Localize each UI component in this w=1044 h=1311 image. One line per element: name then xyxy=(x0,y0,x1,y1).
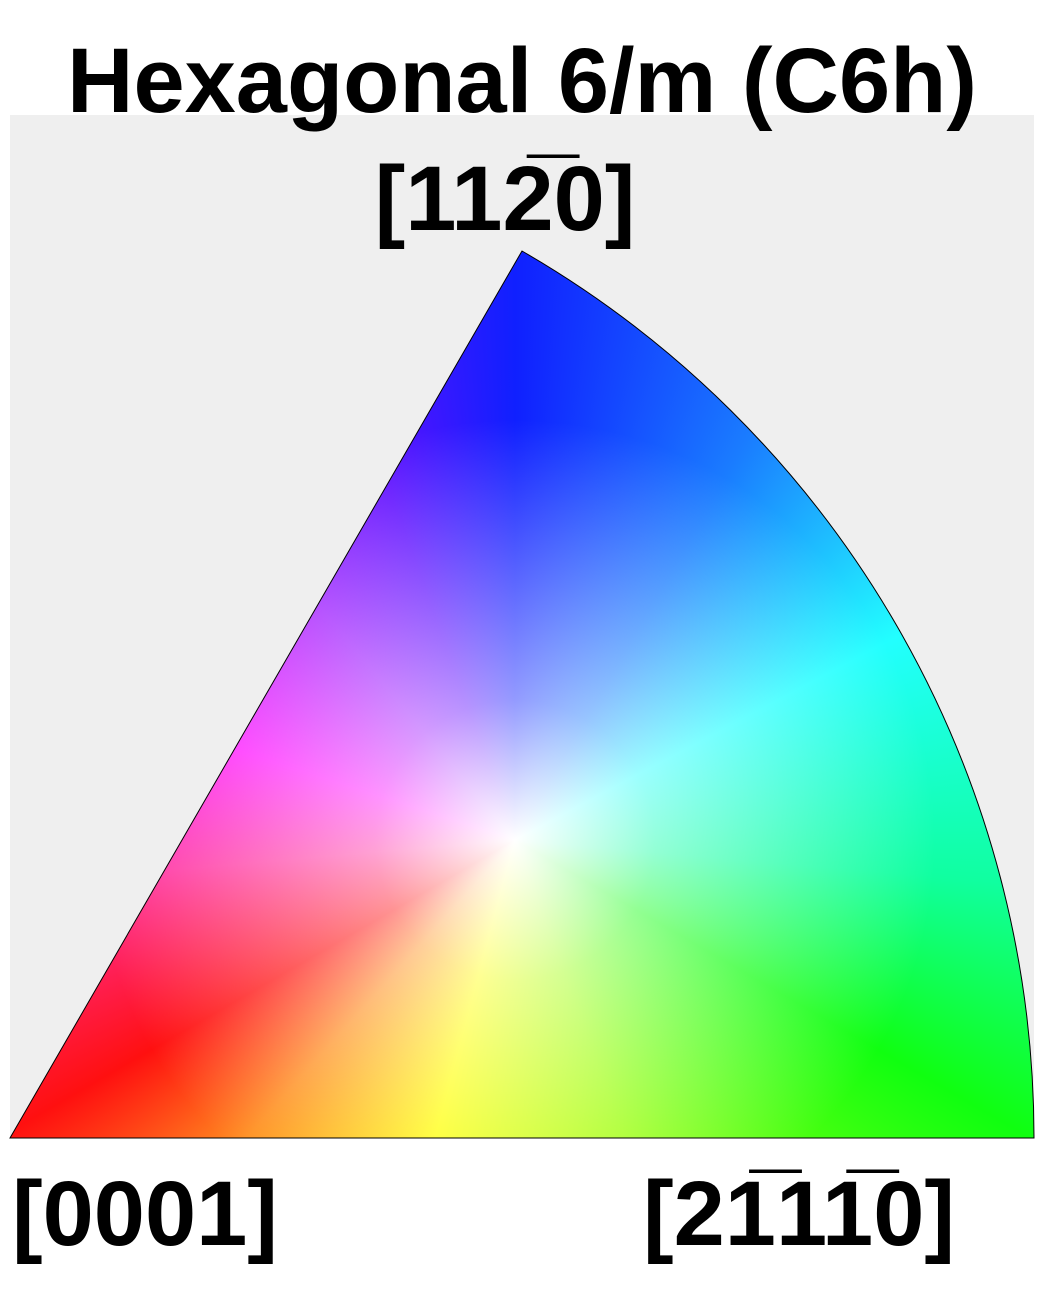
title: Hexagonal 6/m (C6h) xyxy=(67,30,977,132)
bottom-left-label: [0001] xyxy=(12,1163,278,1265)
bottom-right-label: [21̅11̅0] xyxy=(643,1163,955,1265)
sector-outline xyxy=(9,250,1035,1139)
top-label: [112̅0] xyxy=(375,148,636,250)
